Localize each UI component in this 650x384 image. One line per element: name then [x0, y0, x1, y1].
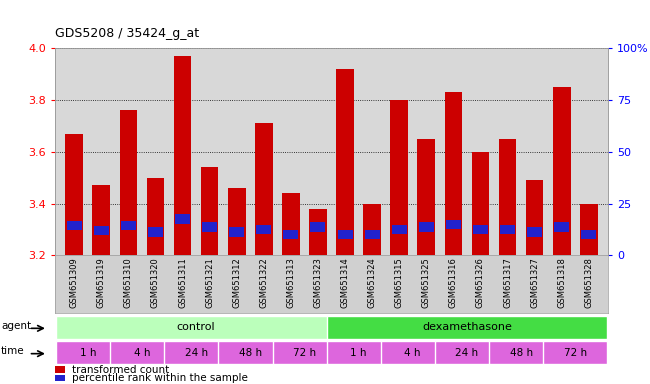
Bar — [472, 152, 489, 255]
Text: GSM651317: GSM651317 — [503, 257, 512, 308]
Text: GSM651326: GSM651326 — [476, 257, 485, 308]
Text: GSM651309: GSM651309 — [70, 257, 79, 308]
Text: GSM651316: GSM651316 — [449, 257, 458, 308]
Bar — [311, 222, 326, 232]
Bar — [255, 123, 272, 255]
Bar — [175, 214, 190, 224]
Bar — [218, 341, 282, 364]
Bar — [554, 222, 569, 232]
Text: GSM651312: GSM651312 — [232, 257, 241, 308]
Bar — [256, 225, 271, 234]
Bar — [67, 221, 82, 230]
Text: GSM651327: GSM651327 — [530, 257, 539, 308]
Bar — [392, 225, 407, 234]
Bar — [336, 69, 354, 255]
Bar — [419, 222, 434, 232]
Bar — [56, 316, 336, 339]
Bar — [445, 92, 462, 255]
Text: GSM651310: GSM651310 — [124, 257, 133, 308]
Text: GSM651321: GSM651321 — [205, 257, 214, 308]
Bar — [327, 316, 607, 339]
Bar — [337, 230, 352, 239]
Bar — [417, 139, 435, 255]
Bar — [435, 341, 499, 364]
Text: GSM651313: GSM651313 — [287, 257, 295, 308]
Bar — [446, 220, 461, 229]
Text: 24 h: 24 h — [456, 348, 478, 358]
Text: percentile rank within the sample: percentile rank within the sample — [72, 373, 248, 383]
Bar — [202, 222, 217, 232]
Bar — [272, 341, 336, 364]
Bar — [110, 341, 174, 364]
Bar — [489, 341, 553, 364]
Text: 24 h: 24 h — [185, 348, 207, 358]
Text: 1 h: 1 h — [350, 348, 367, 358]
Bar — [499, 139, 516, 255]
Bar — [148, 227, 163, 237]
Text: 48 h: 48 h — [239, 348, 262, 358]
Text: 48 h: 48 h — [510, 348, 532, 358]
Text: time: time — [1, 346, 25, 356]
Bar — [121, 221, 136, 230]
Bar — [174, 56, 191, 255]
Text: GSM651318: GSM651318 — [557, 257, 566, 308]
Bar — [527, 227, 542, 237]
Bar — [283, 230, 298, 239]
Bar — [228, 188, 246, 255]
Bar — [229, 227, 244, 237]
Bar — [391, 100, 408, 255]
Bar — [147, 178, 164, 255]
Text: transformed count: transformed count — [72, 364, 169, 374]
Text: dexamethasone: dexamethasone — [422, 322, 512, 332]
Bar — [282, 193, 300, 255]
Text: GSM651328: GSM651328 — [584, 257, 593, 308]
Bar — [473, 225, 488, 234]
Text: GSM651323: GSM651323 — [313, 257, 322, 308]
Bar — [55, 366, 65, 373]
Bar — [365, 230, 380, 239]
Text: GDS5208 / 35424_g_at: GDS5208 / 35424_g_at — [55, 27, 200, 40]
Text: GSM651324: GSM651324 — [368, 257, 376, 308]
Bar — [363, 204, 381, 255]
Bar — [327, 341, 391, 364]
Text: GSM651322: GSM651322 — [259, 257, 268, 308]
Bar — [543, 341, 607, 364]
Text: 4 h: 4 h — [404, 348, 421, 358]
Text: 4 h: 4 h — [134, 348, 150, 358]
Text: agent: agent — [1, 321, 31, 331]
Text: 1 h: 1 h — [79, 348, 96, 358]
Text: GSM651325: GSM651325 — [422, 257, 431, 308]
Bar — [580, 204, 597, 255]
Text: GSM651319: GSM651319 — [97, 257, 106, 308]
Bar — [120, 110, 137, 255]
Text: control: control — [177, 322, 215, 332]
Bar — [201, 167, 218, 255]
Bar — [309, 209, 327, 255]
Text: 72 h: 72 h — [564, 348, 587, 358]
Bar — [381, 341, 445, 364]
Bar — [66, 134, 83, 255]
Bar — [56, 341, 120, 364]
Bar — [55, 374, 65, 381]
Bar — [553, 87, 571, 255]
Bar — [500, 225, 515, 234]
Bar — [526, 180, 543, 255]
Bar — [92, 185, 110, 255]
Bar — [581, 230, 596, 239]
Bar — [164, 341, 228, 364]
Text: GSM651315: GSM651315 — [395, 257, 404, 308]
Text: 72 h: 72 h — [293, 348, 316, 358]
Text: GSM651311: GSM651311 — [178, 257, 187, 308]
Bar — [94, 226, 109, 235]
Text: GSM651314: GSM651314 — [341, 257, 350, 308]
Text: GSM651320: GSM651320 — [151, 257, 160, 308]
